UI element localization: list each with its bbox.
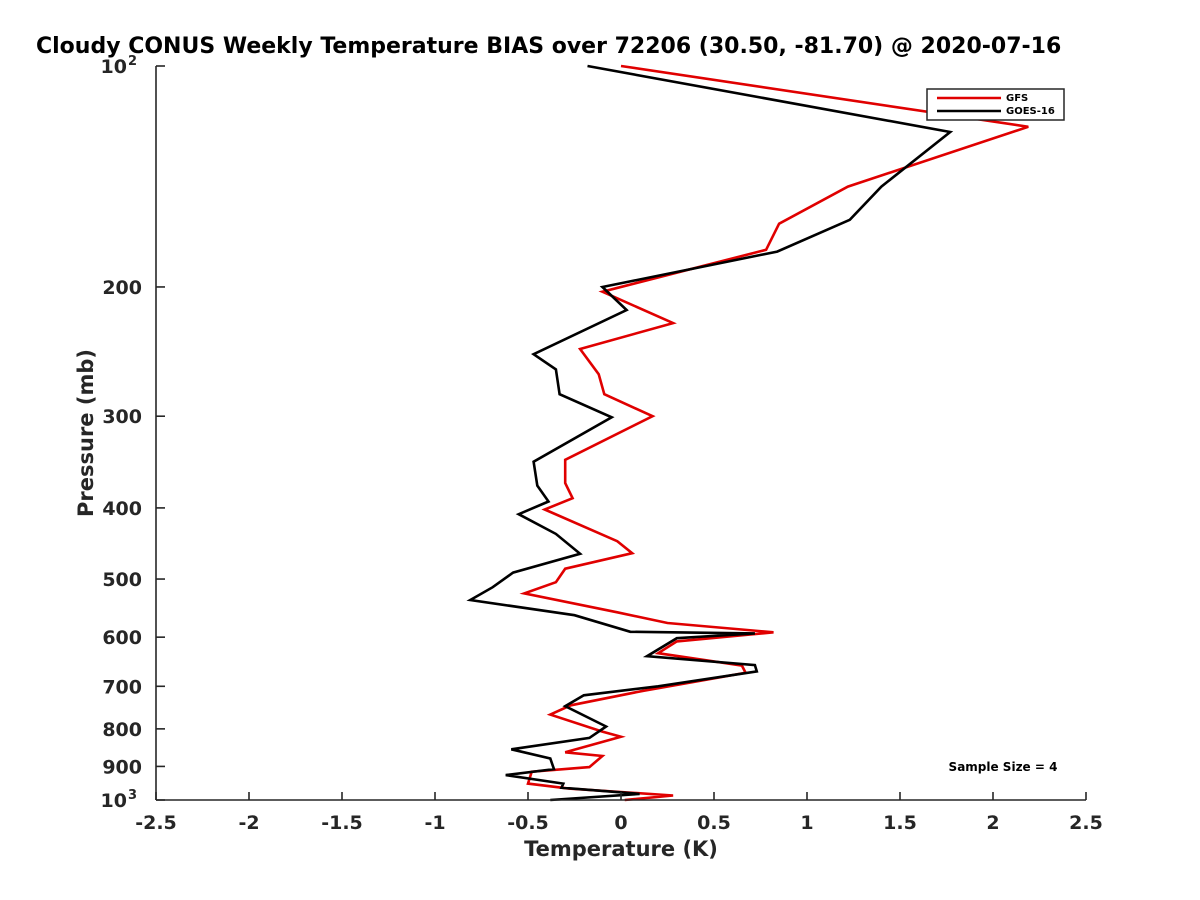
x-tick-label: 2.5 [1069, 812, 1103, 834]
x-tick-label: 2 [986, 812, 999, 834]
x-tick-label: 0.5 [697, 812, 731, 834]
y-tick-label: 200 [102, 277, 142, 299]
chart-title: Cloudy CONUS Weekly Temperature BIAS ove… [36, 34, 1061, 59]
plot-lines [466, 64, 1029, 802]
legend-label-gfs: GFS [1006, 93, 1028, 104]
legend: GFS GOES-16 [926, 88, 1065, 121]
y-tick-label: 900 [102, 756, 142, 778]
x-tick-label: -0.5 [507, 812, 549, 834]
y-tick-label: 10 [101, 790, 127, 812]
x-tick-label: -2 [238, 812, 259, 834]
y-tick-label: 400 [102, 498, 142, 520]
y-tick-label: 300 [102, 406, 142, 428]
x-tick-label: 1.5 [883, 812, 917, 834]
y-tick-label: 500 [102, 569, 142, 591]
x-tick-label: 1 [800, 812, 813, 834]
y-tick-label: 600 [102, 627, 142, 649]
x-ticks: -2.5 -2 -1.5 -1 -0.5 0 0.5 1 1.5 2 2.5 [135, 792, 1103, 834]
series-line-gfs [519, 64, 1029, 802]
y-tick-label: 800 [102, 719, 142, 741]
x-tick-label: -1 [424, 812, 445, 834]
x-tick-label: 0 [614, 812, 627, 834]
sample-size-annotation: Sample Size = 4 [949, 760, 1058, 774]
x-tick-label: -2.5 [135, 812, 177, 834]
y-tick-exponent: 3 [128, 788, 137, 803]
y-tick-exponent: 2 [128, 54, 137, 69]
x-tick-label: -1.5 [321, 812, 363, 834]
series-line-goes16 [466, 64, 954, 802]
legend-box [926, 88, 1065, 121]
legend-label-goes16: GOES-16 [1006, 106, 1055, 117]
x-axis-label: Temperature (K) [524, 837, 718, 861]
y-axis-label: Pressure (mb) [74, 349, 98, 517]
y-tick-label: 10 [101, 56, 127, 78]
y-tick-label: 700 [102, 676, 142, 698]
